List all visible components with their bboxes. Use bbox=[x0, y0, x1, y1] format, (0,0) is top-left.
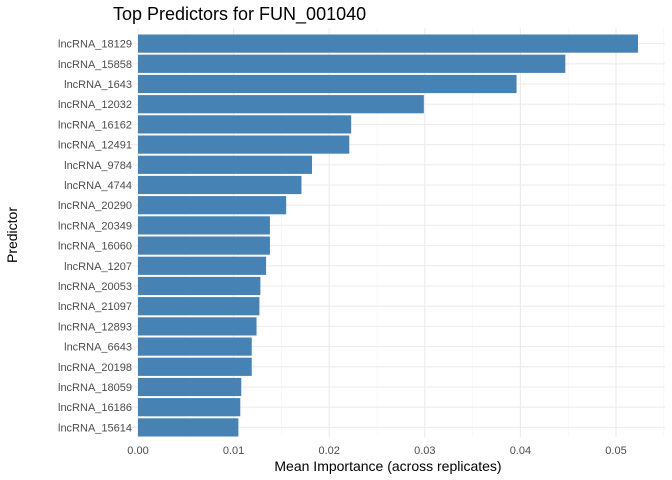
y-tick-label: lncRNA_15858 bbox=[58, 59, 132, 71]
bar bbox=[138, 34, 638, 53]
bars bbox=[138, 34, 638, 437]
y-tick-label: lncRNA_20198 bbox=[58, 362, 132, 374]
y-tick-label: lncRNA_16186 bbox=[58, 402, 132, 414]
y-tick-label: lncRNA_15614 bbox=[58, 422, 132, 434]
y-tick-label: lncRNA_21097 bbox=[58, 301, 132, 313]
bar bbox=[138, 155, 312, 174]
bar bbox=[138, 418, 239, 437]
x-tick-labels: 0.00 0.01 0.02 0.03 0.04 0.05 bbox=[127, 445, 626, 457]
y-tick-label: lncRNA_20290 bbox=[58, 200, 132, 212]
bar bbox=[138, 398, 241, 417]
y-tick-label: lncRNA_1643 bbox=[64, 79, 132, 91]
chart-title: Top Predictors for FUN_001040 bbox=[113, 4, 366, 25]
bar bbox=[138, 256, 267, 275]
x-tick-label: 0.05 bbox=[605, 445, 626, 457]
y-tick-label: lncRNA_1207 bbox=[64, 261, 132, 273]
y-tick-labels: lncRNA_18129 lncRNA_15858 lncRNA_1643 lncRN… bbox=[58, 39, 132, 435]
y-tick-label: lncRNA_16162 bbox=[58, 119, 132, 131]
y-tick-label: lncRNA_6643 bbox=[64, 342, 132, 354]
y-tick-label: lncRNA_20053 bbox=[58, 281, 132, 293]
bar bbox=[138, 95, 424, 114]
bar bbox=[138, 317, 257, 336]
bar bbox=[138, 115, 352, 134]
bar bbox=[138, 377, 242, 397]
bar bbox=[138, 297, 260, 316]
y-tick-label: lncRNA_9784 bbox=[64, 160, 132, 172]
y-tick-label: lncRNA_16060 bbox=[58, 241, 132, 253]
bar bbox=[138, 54, 566, 73]
y-axis-title: Predictor bbox=[4, 207, 20, 263]
y-tick-label: lncRNA_12893 bbox=[58, 321, 132, 333]
y-tick-label: lncRNA_12491 bbox=[58, 140, 132, 152]
bar bbox=[138, 236, 270, 255]
y-tick-label: lncRNA_20349 bbox=[58, 220, 132, 232]
bar bbox=[138, 135, 350, 154]
bar bbox=[138, 337, 252, 356]
x-tick-label: 0.00 bbox=[127, 445, 148, 457]
bar bbox=[138, 175, 302, 195]
bar bbox=[138, 74, 517, 94]
x-tick-label: 0.02 bbox=[318, 445, 339, 457]
bar bbox=[138, 276, 261, 296]
y-tick-label: lncRNA_4744 bbox=[64, 180, 132, 192]
bar bbox=[138, 216, 270, 235]
x-tick-label: 0.01 bbox=[223, 445, 244, 457]
x-tick-label: 0.04 bbox=[510, 445, 531, 457]
y-tick-label: lncRNA_12032 bbox=[58, 99, 132, 111]
x-tick-label: 0.03 bbox=[414, 445, 435, 457]
y-tick-label: lncRNA_18059 bbox=[58, 382, 132, 394]
y-tick-label: lncRNA_18129 bbox=[58, 39, 132, 51]
bar bbox=[138, 357, 252, 376]
bar bbox=[138, 196, 287, 215]
x-axis-title: Mean Importance (across replicates) bbox=[274, 458, 501, 474]
